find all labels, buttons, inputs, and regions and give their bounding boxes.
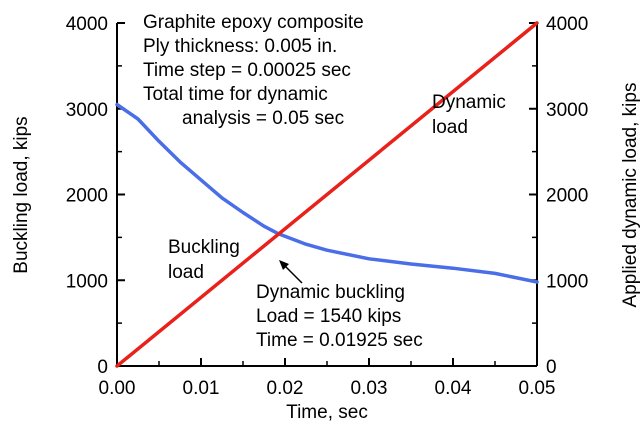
left-y-tick-label: 2000: [66, 186, 108, 207]
left-y-tick-label: 3000: [66, 100, 108, 121]
right-y-axis-title: Applied dynamic load, kips: [620, 83, 641, 308]
dynamic-curve-label: Dynamic: [432, 92, 506, 113]
buckling-curve-label: Buckling: [168, 237, 240, 258]
series-layer: [115, 21, 539, 368]
y-ticks: 0 0 1000 1000 2000 2000 3000 3000 4000 4000: [66, 14, 589, 378]
right-y-tick-label: 3000: [546, 100, 588, 121]
left-y-tick-label: 4000: [66, 14, 108, 35]
x-tick-label: 0.03: [351, 378, 388, 399]
annotation-arrow-line: [282, 263, 303, 284]
dynamic-load-line: [115, 21, 539, 368]
info-line: Time step = 0.00025 sec: [143, 60, 351, 81]
x-tick-label: 0.05: [519, 378, 556, 399]
annotation-line: Dynamic buckling: [256, 282, 405, 303]
right-y-tick-label: 2000: [546, 186, 588, 207]
dynamic-curve-label: load: [432, 117, 468, 138]
info-line: analysis = 0.05 sec: [182, 108, 344, 129]
annotation-line: Time = 0.01925 sec: [256, 330, 423, 351]
dynamic-buckling-annotation: Dynamic buckling Load = 1540 kips Time =…: [256, 260, 423, 351]
left-y-tick-label: 0: [97, 357, 108, 378]
right-y-tick-label: 4000: [546, 14, 588, 35]
info-line: Graphite epoxy composite: [143, 12, 364, 33]
left-y-axis-title: Buckling load, kips: [11, 116, 32, 273]
x-tick-label: 0.02: [267, 378, 304, 399]
annotation-arrow-head: [279, 260, 289, 270]
buckling-curve-label: load: [168, 262, 204, 283]
annotation-line: Load = 1540 kips: [256, 306, 401, 327]
right-y-tick-label: 1000: [546, 271, 588, 292]
info-line: Ply thickness: 0.005 in.: [143, 36, 337, 57]
x-axis-title: Time, sec: [286, 402, 368, 423]
x-tick-label: 0.04: [435, 378, 472, 399]
info-line: Total time for dynamic: [143, 84, 328, 105]
info-block: Graphite epoxy composite Ply thickness: …: [143, 12, 364, 129]
left-y-tick-label: 1000: [66, 271, 108, 292]
buckling-load-line: [115, 102, 539, 284]
x-tick-label: 0.01: [183, 378, 220, 399]
right-y-tick-label: 0: [546, 357, 557, 378]
x-tick-label: 0.00: [99, 378, 136, 399]
x-ticks: 0.00 0.01 0.02 0.03 0.04 0.05: [99, 358, 556, 399]
